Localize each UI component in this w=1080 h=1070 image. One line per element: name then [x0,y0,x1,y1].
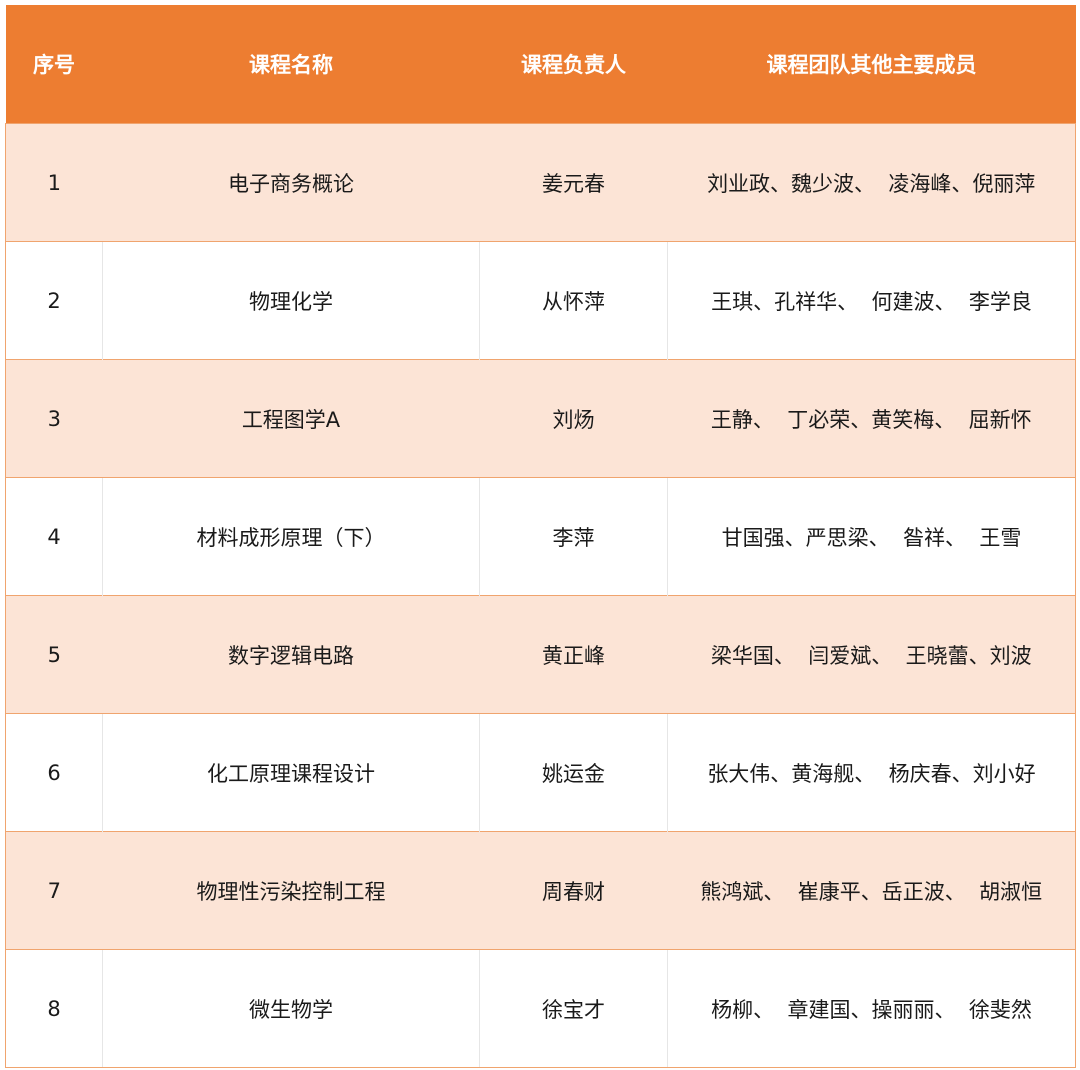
cell-index: 7 [5,831,103,950]
cell-course-lead: 黄正峰 [479,595,668,714]
cell-index: 1 [5,123,103,242]
header-row: 序号 课程名称 课程负责人 课程团队其他主要成员 [5,5,1076,124]
cell-course-name: 化工原理课程设计 [102,713,480,832]
cell-course-lead: 姜元春 [479,123,668,242]
cell-team-members: 刘业政、魏少波、 凌海峰、倪丽萍 [667,123,1076,242]
table-row: 1 电子商务概论 姜元春 刘业政、魏少波、 凌海峰、倪丽萍 [5,123,1076,242]
cell-course-lead: 李萍 [479,477,668,596]
cell-course-lead: 徐宝才 [479,949,668,1068]
cell-course-name: 微生物学 [102,949,480,1068]
cell-team-members: 张大伟、黄海舰、 杨庆春、刘小好 [667,713,1076,832]
cell-course-name: 数字逻辑电路 [102,595,480,714]
table-row: 8 微生物学 徐宝才 杨柳、 章建国、操丽丽、 徐斐然 [5,949,1076,1068]
header-team-members: 课程团队其他主要成员 [667,5,1076,124]
table-row: 4 材料成形原理（下） 李萍 甘国强、严思梁、 昝祥、 王雪 [5,477,1076,596]
cell-course-name: 材料成形原理（下） [102,477,480,596]
cell-team-members: 甘国强、严思梁、 昝祥、 王雪 [667,477,1076,596]
cell-course-lead: 周春财 [479,831,668,950]
table-row: 5 数字逻辑电路 黄正峰 梁华国、 闫爱斌、 王晓蕾、刘波 [5,595,1076,714]
cell-index: 6 [5,713,103,832]
header-course-name: 课程名称 [102,5,480,124]
table-row: 7 物理性污染控制工程 周春财 熊鸿斌、 崔康平、岳正波、 胡淑恒 [5,831,1076,950]
table-row: 2 物理化学 从怀萍 王琪、孔祥华、 何建波、 李学良 [5,241,1076,360]
table-row: 6 化工原理课程设计 姚运金 张大伟、黄海舰、 杨庆春、刘小好 [5,713,1076,832]
header-course-lead: 课程负责人 [479,5,668,124]
cell-team-members: 王琪、孔祥华、 何建波、 李学良 [667,241,1076,360]
cell-team-members: 杨柳、 章建国、操丽丽、 徐斐然 [667,949,1076,1068]
cell-course-lead: 刘炀 [479,359,668,478]
cell-course-name: 物理性污染控制工程 [102,831,480,950]
course-team-table: 序号 课程名称 课程负责人 课程团队其他主要成员 1 电子商务概论 姜元春 刘业政、魏… [5,5,1076,1068]
cell-course-lead: 姚运金 [479,713,668,832]
cell-index: 5 [5,595,103,714]
cell-team-members: 熊鸿斌、 崔康平、岳正波、 胡淑恒 [667,831,1076,950]
cell-course-lead: 从怀萍 [479,241,668,360]
cell-course-name: 电子商务概论 [102,123,480,242]
cell-index: 4 [5,477,103,596]
cell-course-name: 物理化学 [102,241,480,360]
cell-course-name: 工程图学A [102,359,480,478]
cell-team-members: 王静、 丁必荣、黄笑梅、 屈新怀 [667,359,1076,478]
table-row: 3 工程图学A 刘炀 王静、 丁必荣、黄笑梅、 屈新怀 [5,359,1076,478]
cell-index: 3 [5,359,103,478]
cell-index: 8 [5,949,103,1068]
header-index: 序号 [5,5,103,124]
cell-index: 2 [5,241,103,360]
cell-team-members: 梁华国、 闫爱斌、 王晓蕾、刘波 [667,595,1076,714]
